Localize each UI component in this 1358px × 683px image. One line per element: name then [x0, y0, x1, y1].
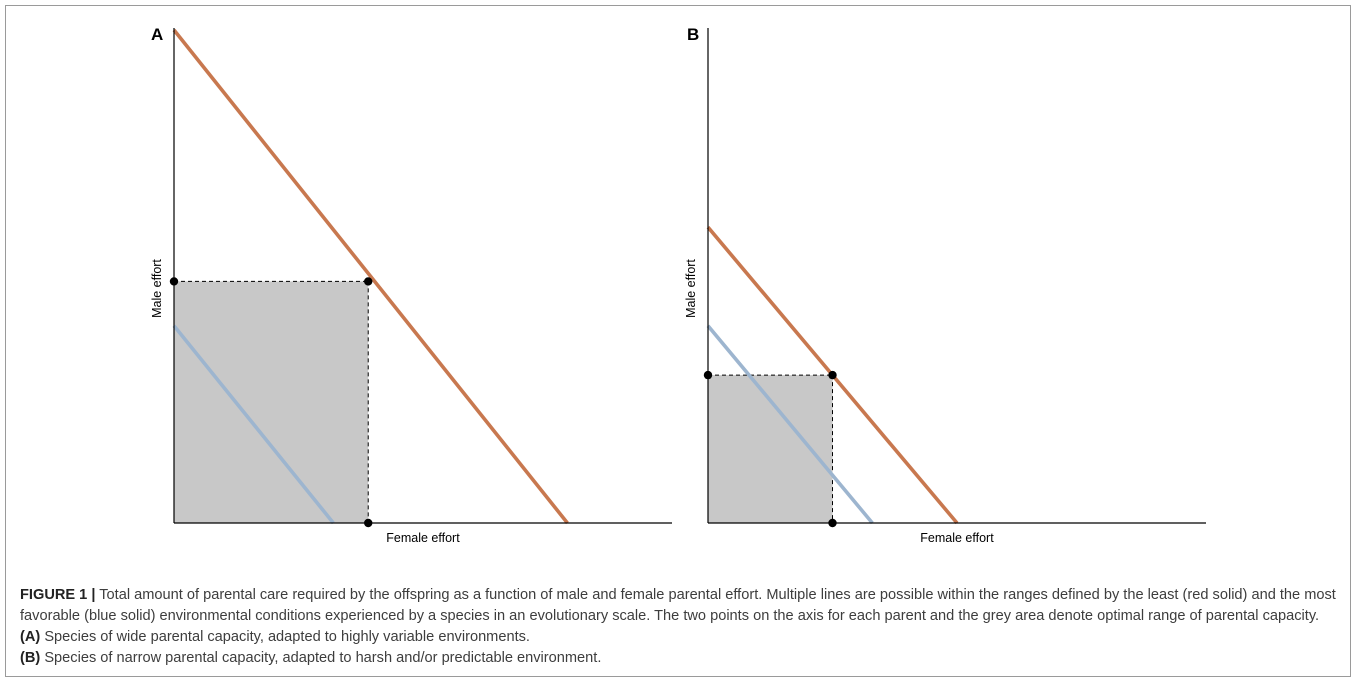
- male-axis-point: [703, 370, 713, 380]
- panel-b: B Female effort Male effort: [684, 25, 1206, 545]
- panel-label: A: [151, 25, 163, 44]
- least-favorable-line: [172, 28, 569, 525]
- caption-tag-b: (B): [20, 650, 41, 666]
- figure-caption: FIGURE 1 | Total amount of parental care…: [20, 585, 1340, 669]
- y-axis-label: Male effort: [150, 259, 164, 318]
- intersection-point: [828, 370, 837, 380]
- x-axis-label: Female effort: [386, 531, 460, 545]
- intersection-point: [364, 277, 373, 286]
- optimal-area: [708, 375, 833, 523]
- female-axis-point: [828, 518, 837, 528]
- x-axis-label: Female effort: [920, 531, 994, 545]
- panel-a: A Female effort Male effort: [150, 25, 672, 545]
- figure-frame: [5, 5, 1351, 677]
- optimal-area: [174, 281, 369, 523]
- caption-tag-a: (A): [20, 629, 41, 645]
- caption-text-2: Species of wide parental capacity, adapt…: [40, 629, 530, 645]
- y-axis-label: Male effort: [684, 259, 698, 318]
- female-axis-point: [364, 518, 373, 528]
- most-favorable-line: [706, 324, 874, 525]
- most-favorable-line: [172, 324, 335, 525]
- caption-text-3: Species of narrow parental capacity, ada…: [40, 650, 602, 666]
- caption-text-1: Total amount of parental care required b…: [20, 587, 1336, 624]
- figure-graphic: A Female effort Male effort B Female effort…: [150, 25, 1206, 545]
- caption-label: FIGURE 1 |: [20, 587, 96, 603]
- male-axis-point: [169, 277, 179, 286]
- panel-label: B: [687, 25, 699, 44]
